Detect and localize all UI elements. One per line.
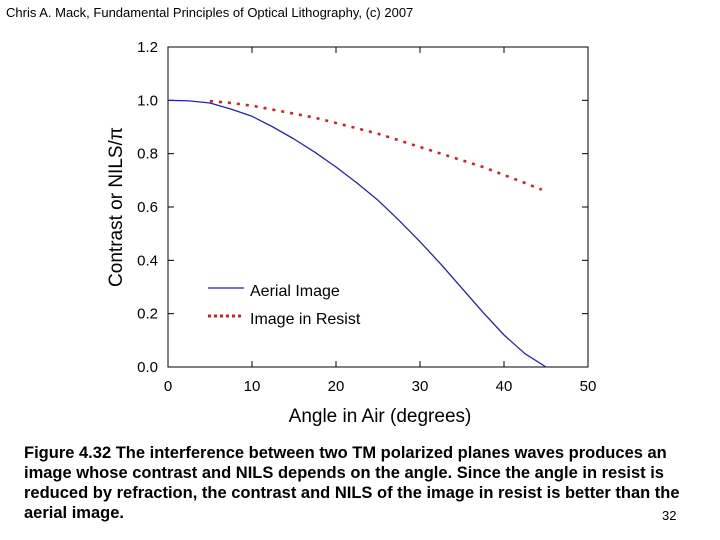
- y-axis-label: Contrast or NILS/π: [106, 127, 127, 287]
- header-citation: Chris A. Mack, Fundamental Principles of…: [6, 5, 414, 20]
- legend-label-resist: Image in Resist: [250, 311, 361, 328]
- x-tick-label: 30: [412, 378, 429, 395]
- x-tick-label: 0: [164, 378, 172, 395]
- y-tick-label: 0.2: [137, 306, 158, 323]
- y-tick-label: 0.4: [137, 252, 158, 269]
- line-chart: 0 10 20 30 40 50 0.0 0.2 0.4 0.6 0.8 1.0 1.2 Contras…: [106, 39, 597, 427]
- series-line-image-in-resist: [209, 99, 543, 191]
- y-tick-label: 0.6: [137, 199, 158, 216]
- y-tick-label: 1.2: [137, 39, 158, 56]
- legend: Aerial Image Image in Resist: [208, 283, 361, 328]
- figure-caption: Figure 4.32 The interference between two…: [24, 444, 680, 522]
- y-tick-label: 0.8: [137, 146, 158, 163]
- series-line-aerial-image: [167, 99, 547, 368]
- y-tick-label: 1.0: [137, 92, 158, 109]
- y-tick-label: 0.0: [137, 359, 158, 376]
- plot-frame: [167, 46, 589, 368]
- x-tick-label: 20: [328, 378, 345, 395]
- legend-label-aerial: Aerial Image: [250, 283, 340, 300]
- x-tick-label: 40: [496, 378, 513, 395]
- x-tick-label: 50: [580, 378, 597, 395]
- page-number: 32: [662, 508, 677, 523]
- x-tick-label: 10: [244, 378, 261, 395]
- x-axis-label: Angle in Air (degrees): [289, 406, 472, 427]
